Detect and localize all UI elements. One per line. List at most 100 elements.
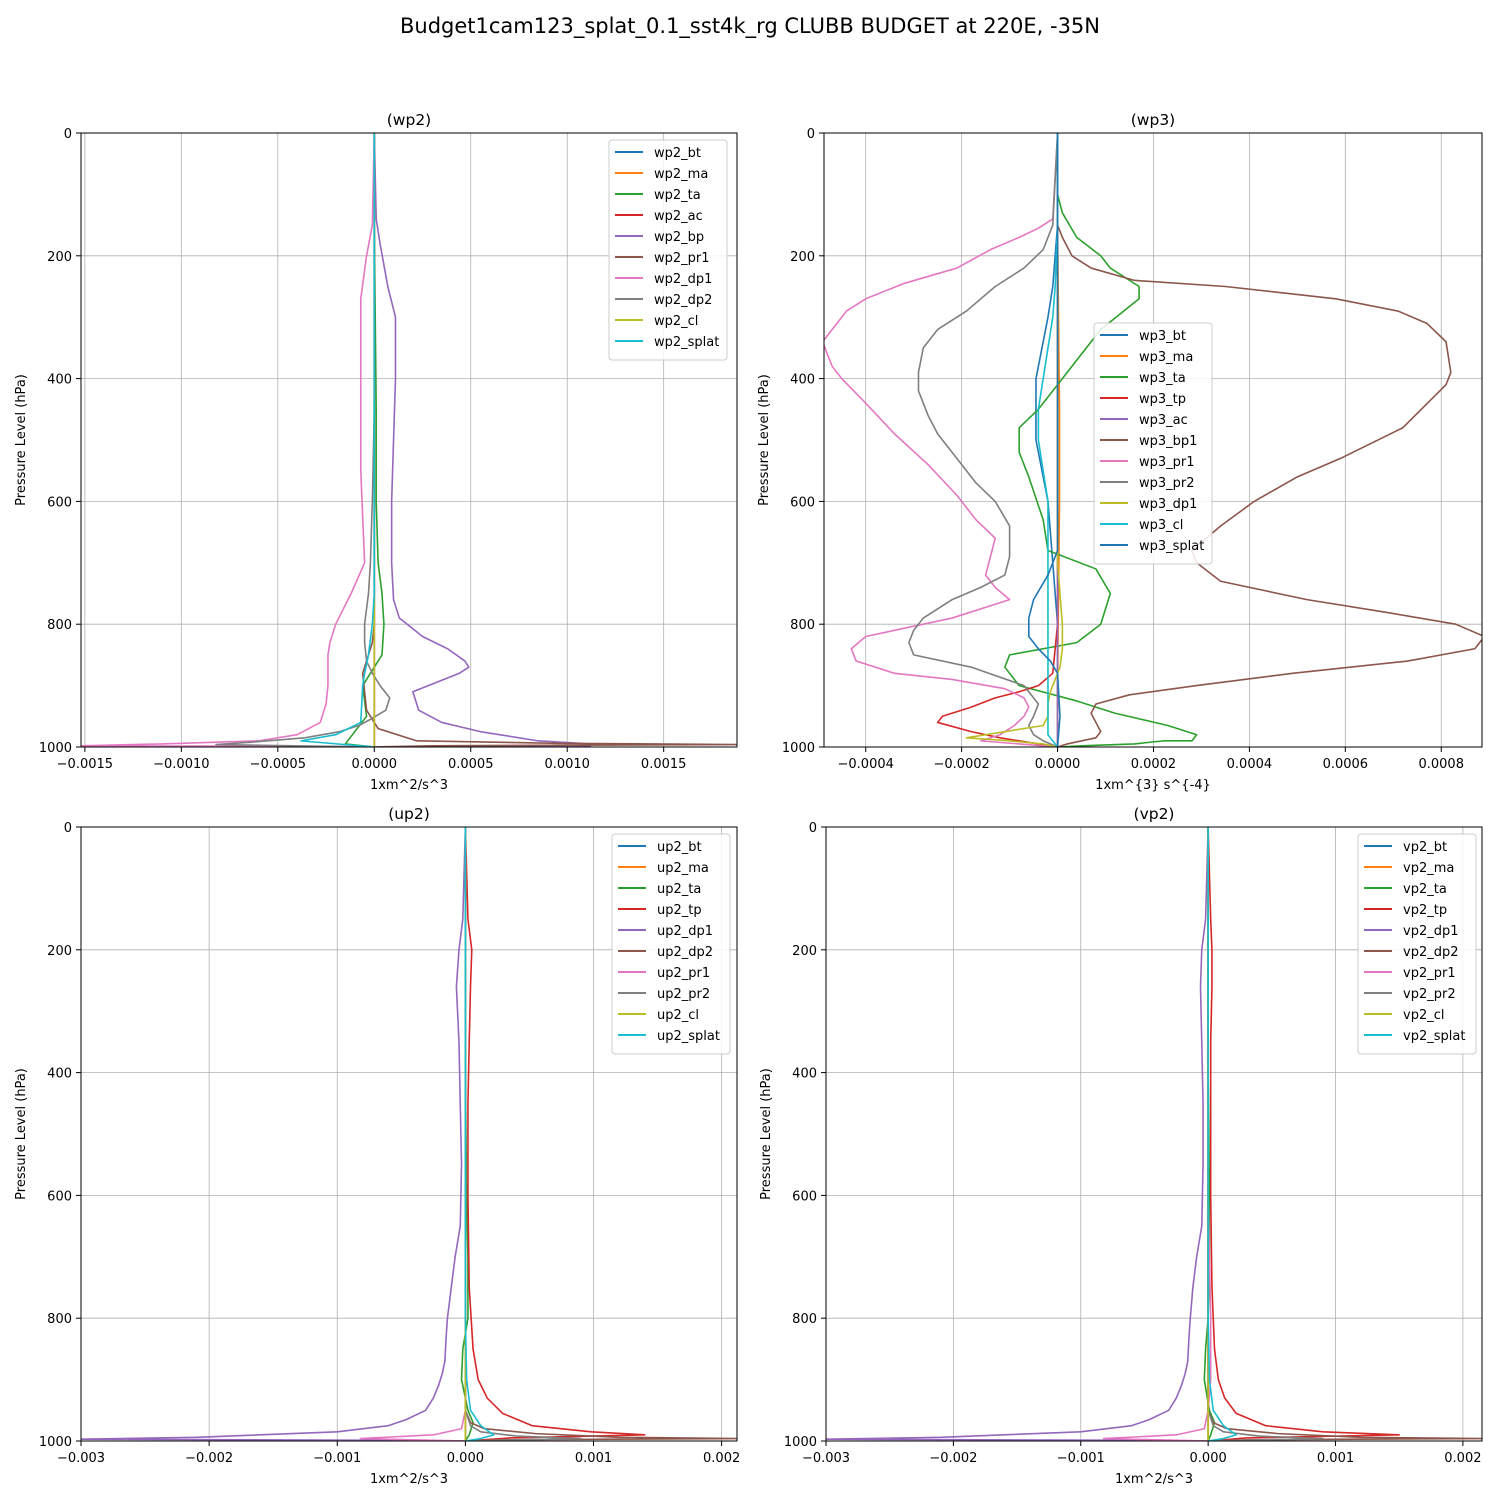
legend: up2_bt up2_ma up2_ta up2_tp up2_dp1 up2_dp2up…: [611, 833, 731, 1055]
series-line-wp3_splat: [1027, 133, 1061, 747]
y-tick-label: 200: [47, 944, 72, 959]
x-tick-label: −0.0005: [250, 757, 306, 772]
legend-entry: wp3_pr1: [1139, 455, 1195, 470]
legend-entry: wp3_ac: [1139, 413, 1188, 428]
legend-entry: wp2_ta: [654, 188, 701, 203]
y-tick-label: 200: [792, 944, 817, 959]
legend-entry: vp2_bt: [1403, 840, 1447, 855]
legend-entry: wp2_dp2: [654, 293, 712, 308]
legend-entry: up2_cl: [657, 1008, 699, 1023]
chart-panel-2: −0.003 −0.002 −0.001 0.000 0.001 0.002 0 200 400…: [14, 805, 740, 1487]
legend-entry: wp2_cl: [654, 314, 698, 329]
legend-entry: vp2_tp: [1403, 903, 1447, 918]
x-tick-label: 0.0015: [641, 757, 687, 772]
legend-entry: wp3_bt: [1139, 329, 1186, 344]
x-tick-label: 0.0010: [544, 757, 590, 772]
series-line-up2_tp: [464, 827, 646, 1441]
x-tick-label: 0.0008: [1418, 757, 1464, 772]
axes-frame: [80, 826, 738, 1442]
x-tick-label: −0.0015: [57, 757, 113, 772]
legend-entry: wp3_pr2: [1139, 476, 1195, 491]
legend-entry: wp2_pr1: [654, 251, 710, 266]
legend-entry: up2_dp1: [657, 924, 713, 939]
y-tick-label: 0: [64, 127, 72, 142]
series-line-wp2_splat: [300, 133, 376, 747]
legend-entry: up2_tp: [657, 903, 702, 918]
panel-title: (wp3): [1131, 111, 1175, 129]
y-tick-label: 0: [809, 821, 817, 836]
legend-entry: up2_bt: [657, 840, 702, 855]
legend-entry: up2_dp2: [657, 945, 713, 960]
legend: vp2_bt vp2_ma vp2_ta vp2_tp vp2_dp1 vp2_dp2vp…: [1357, 833, 1477, 1055]
y-tick-label: 800: [792, 1312, 817, 1327]
panel-title: (wp2): [387, 111, 431, 129]
y-axis-label: Pressure Level (hPa): [759, 1068, 774, 1200]
x-tick-label: 0.001: [575, 1451, 612, 1466]
legend-entry: wp3_ma: [1139, 350, 1193, 365]
legend-entry: wp3_dp1: [1139, 497, 1197, 512]
legend-entry: vp2_ma: [1403, 861, 1454, 876]
series-line-wp2_ta: [344, 133, 385, 747]
legend-entry: up2_ta: [657, 882, 701, 897]
axes-frame: [80, 132, 738, 748]
series-line-wp2_bp: [373, 133, 592, 747]
series-line-wp3_pr1: [824, 133, 1059, 747]
series-group: [81, 827, 737, 1441]
series-line-vp2_dp1: [826, 827, 1209, 1441]
x-tick-label: −0.002: [185, 1451, 233, 1466]
legend-entry: up2_ma: [657, 861, 709, 876]
series-line-wp3_cl: [1037, 133, 1059, 747]
legend-entry: vp2_cl: [1403, 1008, 1444, 1023]
legend-entry: wp3_tp: [1139, 392, 1186, 407]
y-tick-label: 1000: [784, 1435, 817, 1450]
y-axis-label: Pressure Level (hPa): [14, 374, 29, 506]
legend-entry: wp2_bp: [654, 230, 704, 245]
y-tick-label: 400: [792, 1067, 817, 1082]
x-tick-label: 0.0000: [1035, 757, 1081, 772]
x-tick-label: −0.003: [802, 1451, 850, 1466]
legend-entry: wp2_bt: [654, 146, 701, 161]
legend-entry: wp3_ta: [1139, 371, 1186, 386]
x-tick-label: 0.002: [703, 1451, 740, 1466]
y-tick-label: 600: [47, 1189, 72, 1204]
x-axis-label: 1xm^2/s^3: [370, 778, 448, 793]
legend: wp2_bt wp2_ma wp2_ta wp2_ac wp2_bp wp2_pr1 wp2…: [608, 139, 728, 361]
chart-panel-3: −0.003 −0.002 −0.001 0.000 0.001 0.002 0 200 400…: [759, 805, 1483, 1487]
legend-entry: vp2_dp2: [1403, 945, 1459, 960]
chart-panel-0: −0.0015 −0.0010 −0.0005 0.0000 0.0005 0.0010 0…: [14, 111, 738, 793]
y-tick-label: 800: [47, 618, 72, 633]
legend-entry: wp2_dp1: [654, 272, 712, 287]
legend-entry: vp2_pr2: [1403, 987, 1456, 1002]
x-tick-label: −0.001: [1057, 1451, 1105, 1466]
legend-entry: vp2_ta: [1403, 882, 1447, 897]
legend-entry: up2_pr1: [657, 966, 710, 981]
y-axis-label: Pressure Level (hPa): [757, 374, 772, 506]
y-tick-label: 0: [807, 127, 815, 142]
x-tick-label: 0.0000: [352, 757, 398, 772]
y-tick-label: 1000: [782, 741, 815, 756]
y-axis-label: Pressure Level (hPa): [14, 1068, 29, 1200]
x-tick-label: 0.0005: [448, 757, 494, 772]
x-tick-label: 0.002: [1444, 1451, 1481, 1466]
y-tick-label: 400: [790, 373, 815, 388]
x-axis-label: 1xm^2/s^3: [1115, 1472, 1193, 1487]
x-tick-label: 0.001: [1317, 1451, 1354, 1466]
x-tick-label: −0.0002: [933, 757, 989, 772]
legend-entry: wp3_splat: [1139, 539, 1204, 554]
x-axis-label: 1xm^{3} s^{-4}: [1095, 778, 1211, 793]
y-tick-label: 0: [64, 821, 72, 836]
x-tick-label: 0.000: [447, 1451, 484, 1466]
x-tick-label: 0.0006: [1323, 757, 1369, 772]
y-tick-label: 600: [792, 1189, 817, 1204]
series-line-wp2_dp1: [81, 133, 376, 747]
legend-entry: vp2_splat: [1403, 1029, 1465, 1044]
legend: wp3_bt wp3_ma wp3_ta wp3_tp wp3_ac wp3_bp1 wp3…: [1093, 322, 1213, 565]
panel-title: (vp2): [1134, 805, 1175, 823]
legend-entry: wp3_cl: [1139, 518, 1183, 533]
legend-entry: wp2_splat: [654, 335, 719, 350]
x-tick-label: −0.001: [313, 1451, 361, 1466]
y-tick-label: 1000: [39, 1435, 72, 1450]
y-tick-label: 400: [47, 373, 72, 388]
